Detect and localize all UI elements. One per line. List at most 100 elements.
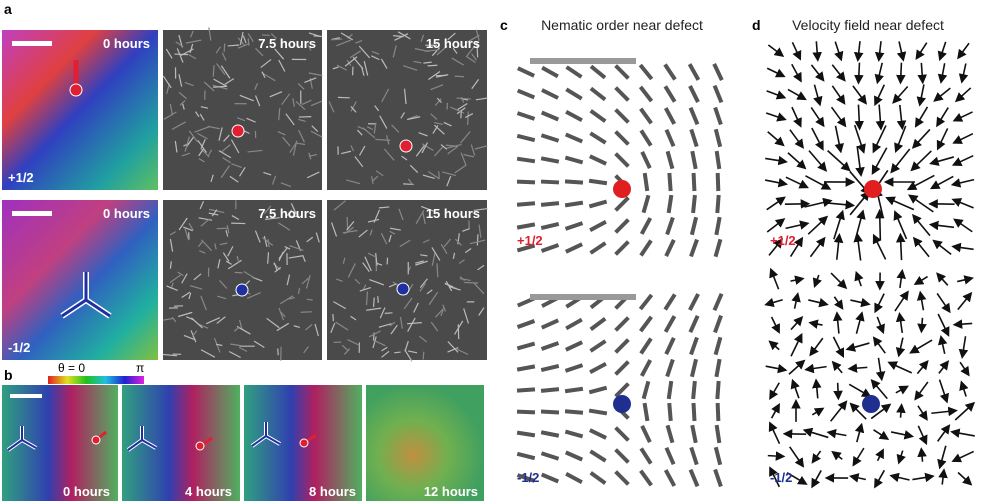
- director: [713, 336, 723, 356]
- cell: [336, 39, 352, 47]
- cell: [403, 65, 418, 71]
- velocity-arrow: [809, 236, 826, 258]
- cell: [183, 142, 190, 147]
- cell: [390, 227, 401, 231]
- cell: [356, 129, 363, 136]
- cell: [226, 225, 230, 234]
- cell: [388, 234, 392, 243]
- cell: [253, 340, 265, 348]
- cell: [265, 217, 280, 221]
- cell: [418, 335, 428, 343]
- cell: [377, 296, 379, 303]
- velocity-arrow: [917, 425, 928, 446]
- cell: [190, 330, 197, 343]
- velocity-arrow: [953, 218, 973, 233]
- cell: [469, 239, 486, 245]
- phase-map: [366, 385, 484, 501]
- cell: [238, 319, 243, 331]
- cell: [198, 217, 213, 221]
- cell: [220, 165, 230, 179]
- cell: [307, 44, 312, 51]
- velocity-arrow: [790, 275, 805, 285]
- velocity-arrow: [833, 233, 844, 260]
- director: [663, 293, 677, 311]
- velocity-arrow: [804, 197, 833, 208]
- cell: [358, 229, 368, 238]
- cell: [200, 239, 213, 252]
- cell: [216, 63, 226, 75]
- velocity-arrow: [832, 311, 843, 334]
- director: [712, 292, 724, 312]
- director: [589, 64, 607, 80]
- director: [689, 358, 699, 378]
- cell: [208, 27, 212, 41]
- velocity-arrow: [791, 63, 802, 83]
- director: [540, 387, 560, 393]
- cell: [308, 72, 323, 77]
- velocity-arrow: [853, 124, 866, 154]
- velocity-arrow: [916, 84, 927, 107]
- cell: [346, 221, 355, 231]
- velocity-arrow: [938, 360, 950, 374]
- cell: [413, 302, 419, 313]
- director: [715, 380, 721, 400]
- cell: [362, 262, 370, 273]
- cell: [404, 349, 413, 362]
- cell: [198, 158, 205, 163]
- director: [663, 63, 677, 81]
- cell: [185, 39, 202, 44]
- time-label: 7.5 hours: [258, 36, 316, 51]
- cell: [246, 292, 261, 300]
- director: [638, 85, 654, 103]
- cell: [200, 349, 216, 358]
- director: [639, 359, 653, 377]
- cell: [394, 351, 401, 354]
- cell: [314, 323, 319, 337]
- director: [614, 360, 630, 376]
- velocity-arrow: [852, 85, 867, 105]
- cell: [407, 350, 418, 354]
- director: [614, 108, 630, 124]
- director: [589, 86, 607, 102]
- cell: [270, 33, 277, 39]
- director: [589, 241, 607, 255]
- cell: [233, 326, 240, 332]
- cell: [443, 238, 452, 248]
- scale-bar: [530, 294, 636, 300]
- cell: [225, 260, 232, 265]
- cell: [297, 287, 301, 295]
- colorbar-end: π: [136, 361, 144, 375]
- director: [639, 107, 653, 125]
- cell: [477, 264, 485, 271]
- cell: [254, 95, 261, 107]
- cell: [415, 144, 426, 157]
- cell: [214, 243, 217, 250]
- cell: [403, 88, 407, 105]
- cell: [443, 121, 452, 127]
- velocity-arrow: [785, 176, 809, 189]
- cell: [186, 316, 195, 321]
- director: [564, 409, 584, 415]
- cell: [445, 280, 453, 292]
- director: [663, 85, 677, 103]
- velocity-arrow: [906, 174, 935, 191]
- cell: [446, 175, 452, 187]
- director: [713, 238, 723, 258]
- cell: [267, 239, 270, 248]
- director: [690, 424, 698, 444]
- velocity-arrow: [928, 220, 955, 231]
- director: [540, 110, 560, 122]
- cell: [475, 97, 488, 101]
- velocity-arrow: [845, 342, 870, 352]
- cell: [474, 145, 488, 150]
- velocity-arrow: [917, 317, 927, 334]
- director: [589, 131, 607, 145]
- cell: [175, 41, 184, 48]
- cell: [239, 94, 254, 102]
- velocity-arrow: [769, 466, 781, 488]
- velocity-arrow: [849, 402, 867, 420]
- cell: [262, 237, 274, 246]
- director: [689, 238, 699, 258]
- director: [714, 216, 722, 236]
- cell: [280, 295, 294, 305]
